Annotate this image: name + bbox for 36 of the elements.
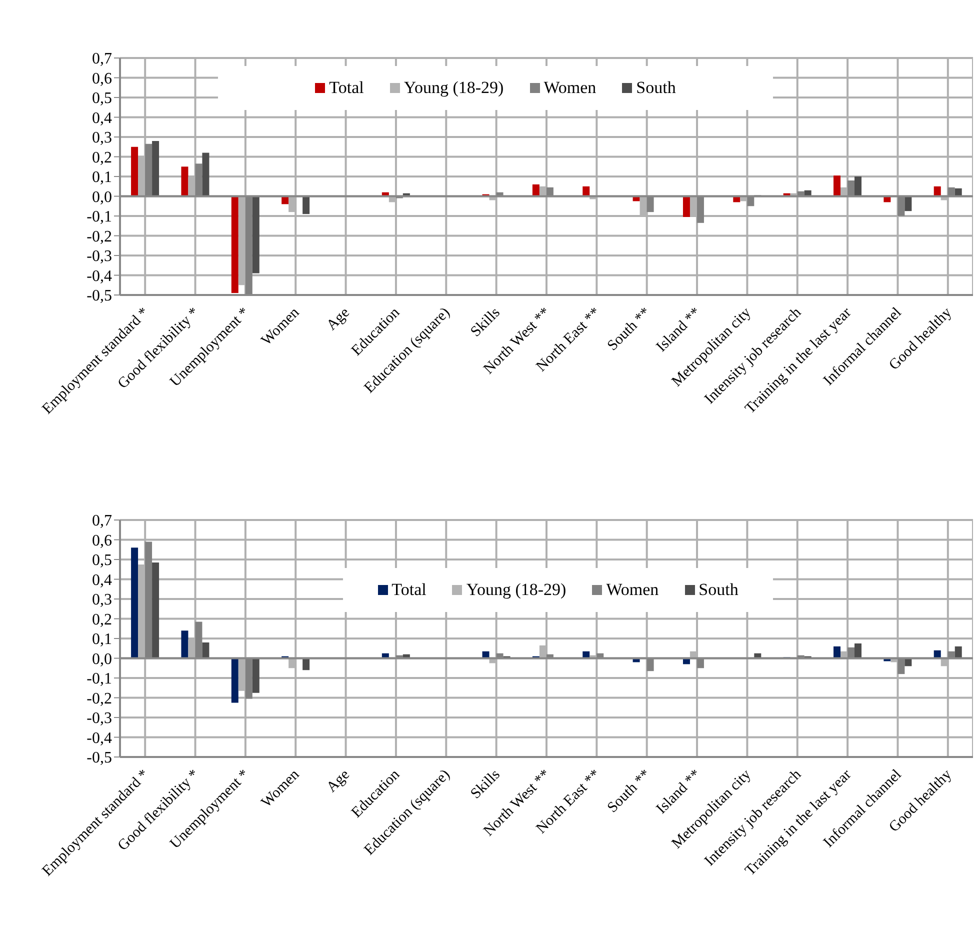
y-tick-label: 0,2 <box>92 611 112 628</box>
legend-label: South <box>636 78 676 98</box>
x-tick-label: Age <box>324 304 354 334</box>
y-tick-label: 0,7 <box>92 50 112 68</box>
x-tick-label: Age <box>324 766 354 796</box>
y-tick-label: 0,4 <box>92 110 112 127</box>
legend-label: Young (18-29) <box>466 580 566 600</box>
y-tick-label: 0,1 <box>92 631 112 648</box>
y-tick-label: -0,1 <box>86 670 112 688</box>
y-tick-label: -0,4 <box>86 730 112 747</box>
y-tick-label: 0,1 <box>92 169 112 186</box>
y-tick-label: 0,0 <box>92 650 112 668</box>
y-tick-label: 0,5 <box>92 90 112 108</box>
y-tick-label: 0,3 <box>92 130 112 147</box>
y-tick-label: -0,2 <box>86 690 112 708</box>
legend-label: Women <box>544 78 596 98</box>
y-tick-label: -0,4 <box>86 268 112 285</box>
legend-label: Total <box>329 78 364 98</box>
legend-label: Women <box>606 580 659 600</box>
legend-label: Young (18-29) <box>404 78 504 98</box>
y-tick-label: -0,3 <box>86 710 112 728</box>
y-tick-label: 0,4 <box>92 572 112 589</box>
y-tick-label: 0,6 <box>92 532 112 550</box>
y-tick-label: -0,2 <box>86 228 112 246</box>
y-tick-label: 0,2 <box>92 149 112 166</box>
y-tick-label: 0,6 <box>92 70 112 88</box>
y-tick-label: -0,5 <box>86 750 112 767</box>
y-tick-label: -0,1 <box>86 208 112 226</box>
y-tick-label: 0,3 <box>92 592 112 609</box>
legend-label: Total <box>392 580 426 600</box>
y-tick-label: 0,0 <box>92 188 112 206</box>
y-tick-label: -0,5 <box>86 288 112 305</box>
y-tick-label: 0,5 <box>92 552 112 570</box>
legend-label: South <box>698 580 738 600</box>
y-tick-label: 0,7 <box>92 512 112 530</box>
y-tick-label: -0,3 <box>86 248 112 266</box>
